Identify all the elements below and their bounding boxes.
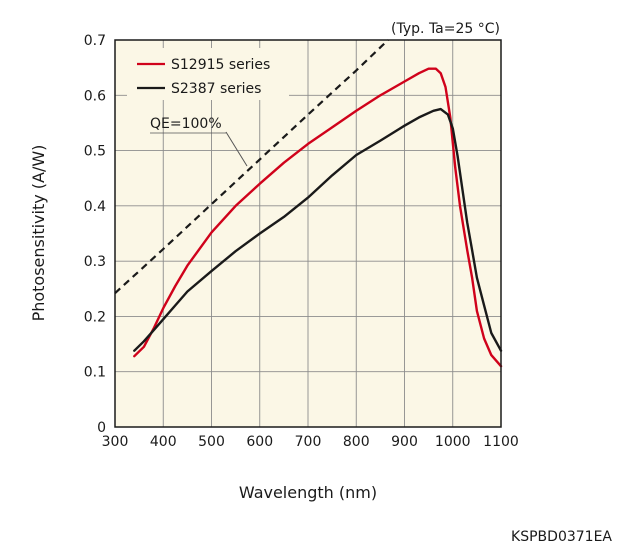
qe-annotation-label: QE=100% [150, 116, 222, 132]
plot-frame [114, 39, 502, 428]
x-tick-label-700: 700 [295, 434, 322, 450]
y-tick-label-0-6: 0.6 [84, 88, 106, 104]
y-tick-label-0-3: 0.3 [84, 254, 106, 270]
y-tick-label-0-1: 0.1 [84, 365, 106, 381]
x-tick-label-400: 400 [150, 434, 177, 450]
legend-label-s12915: S12915 series [171, 57, 270, 73]
y-tick-label-0-7: 0.7 [84, 33, 106, 49]
x-axis-label: Wavelength (nm) [239, 483, 377, 502]
y-tick-label-0-5: 0.5 [84, 144, 106, 160]
series-layer [114, 39, 503, 368]
y-tick-labels: 0 0.1 0.2 0.3 0.4 0.5 0.6 0.7 [84, 33, 106, 436]
legend-label-s2387: S2387 series [171, 81, 261, 97]
x-tick-label-800: 800 [343, 434, 370, 450]
series-line-s2387-series [133, 107, 503, 352]
x-tick-label-300: 300 [102, 434, 129, 450]
y-tick-label-0: 0 [97, 420, 106, 436]
legend-background [127, 48, 289, 100]
qe-annotation-leader [225, 131, 248, 167]
x-tick-label-1000: 1000 [435, 434, 471, 450]
x-tick-labels: 300 400 500 600 700 800 900 1000 1100 [102, 434, 519, 450]
figure-code: KSPBD0371EA [511, 529, 612, 545]
x-tick-label-500: 500 [198, 434, 225, 450]
series-line-qe-100 [114, 39, 389, 295]
y-tick-label-0-2: 0.2 [84, 309, 106, 325]
y-axis-label: Photosensitivity (A/W) [29, 145, 48, 322]
condition-note: (Typ. Ta=25 °C) [391, 21, 500, 37]
x-tick-label-600: 600 [246, 434, 273, 450]
y-tick-label-0-4: 0.4 [84, 199, 106, 215]
x-tick-label-1100: 1100 [483, 434, 519, 450]
series-line-s12915-series [133, 67, 503, 368]
x-tick-label-900: 900 [391, 434, 418, 450]
